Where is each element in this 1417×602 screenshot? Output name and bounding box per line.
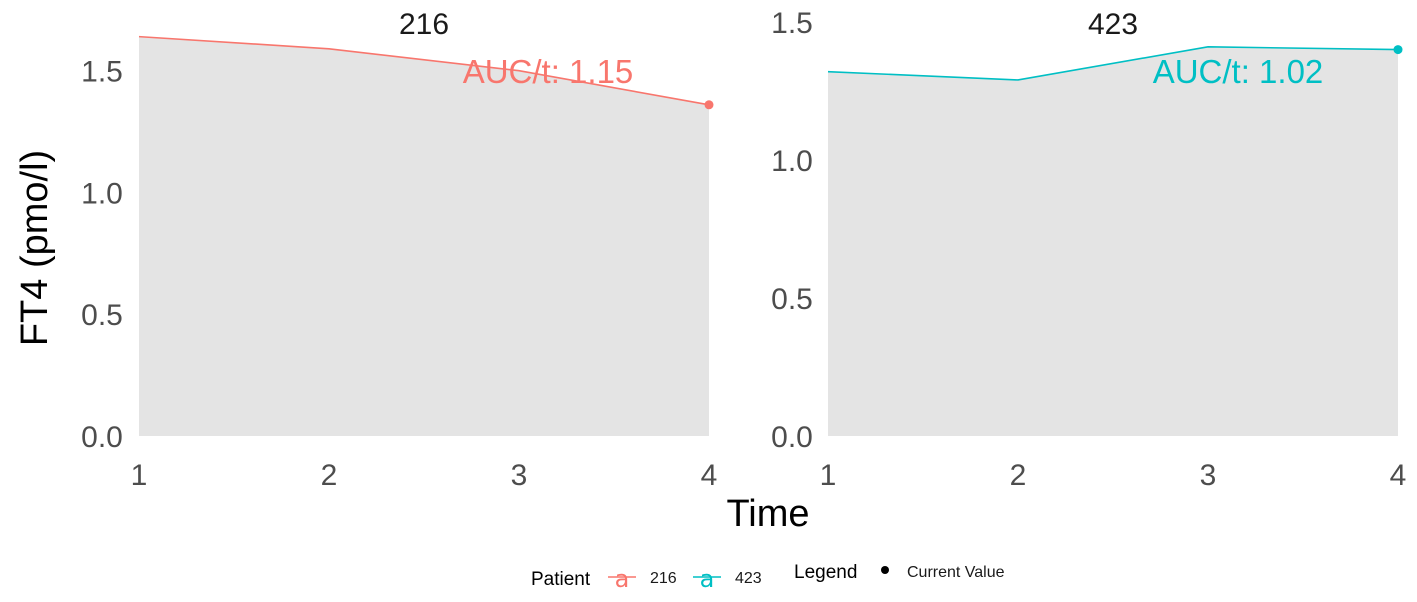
panel-423-area — [828, 46, 1398, 437]
panel-423-y-tick-0: 0.0 — [771, 421, 813, 454]
legend-current-value-point — [881, 566, 889, 574]
panel-216-y-tick-3: 1.5 — [81, 56, 123, 89]
panel-216-title: 216 — [399, 8, 449, 41]
panel-216-auc-label: AUC/t: 1.15 — [463, 53, 634, 90]
legend-label-423: 423 — [735, 570, 762, 587]
y-axis-title: FT4 (pmo/l) — [14, 150, 56, 346]
panel-423-series-line — [827, 46, 1399, 81]
panel-423-x-tick-0: 1 — [820, 459, 837, 492]
panel-216-y-tick-2: 1.0 — [81, 177, 123, 210]
legend: Patient a 216 a 423 Legend Current Value — [531, 562, 1005, 593]
legend-legend-title: Legend — [794, 562, 857, 583]
panel-423-y-tick-2: 1.0 — [771, 145, 813, 178]
panel-423-title: 423 — [1088, 8, 1138, 41]
panel-216-x-tick-0: 1 — [131, 459, 148, 492]
legend-key-216-glyph: a — [615, 565, 630, 593]
panel-216-series-line — [138, 35, 710, 106]
panel-423-x-tick-2: 3 — [1200, 459, 1217, 492]
panel-423-auc-label: AUC/t: 1.02 — [1153, 53, 1324, 90]
legend-key-423-glyph: a — [700, 565, 715, 593]
panel-423-y-tick-3: 1.5 — [771, 7, 813, 40]
legend-current-value-label: Current Value — [907, 564, 1005, 581]
panel-216-x-tick-1: 2 — [321, 459, 338, 492]
panel-216: 216 AUC/t: 1.15 0.0 0.5 1.0 1.5 1 2 3 4 — [81, 8, 717, 492]
panel-423: 423 AUC/t: 1.02 0.0 0.5 1.0 1.5 1 2 3 4 — [771, 7, 1406, 492]
panel-216-area — [139, 36, 709, 437]
panel-216-x-tick-3: 4 — [701, 459, 718, 492]
panel-423-x-tick-3: 4 — [1390, 459, 1407, 492]
panel-216-y-tick-1: 0.5 — [81, 299, 123, 332]
panel-216-current-value-point — [704, 100, 714, 110]
panel-423-current-value-point — [1393, 45, 1403, 55]
legend-label-216: 216 — [650, 570, 677, 587]
panel-423-x-tick-1: 2 — [1010, 459, 1027, 492]
legend-patient-title: Patient — [531, 569, 591, 590]
panel-216-y-tick-0: 0.0 — [81, 421, 123, 454]
panel-216-x-tick-2: 3 — [511, 459, 528, 492]
x-axis-title: Time — [726, 493, 809, 535]
panel-423-y-tick-1: 0.5 — [771, 283, 813, 316]
